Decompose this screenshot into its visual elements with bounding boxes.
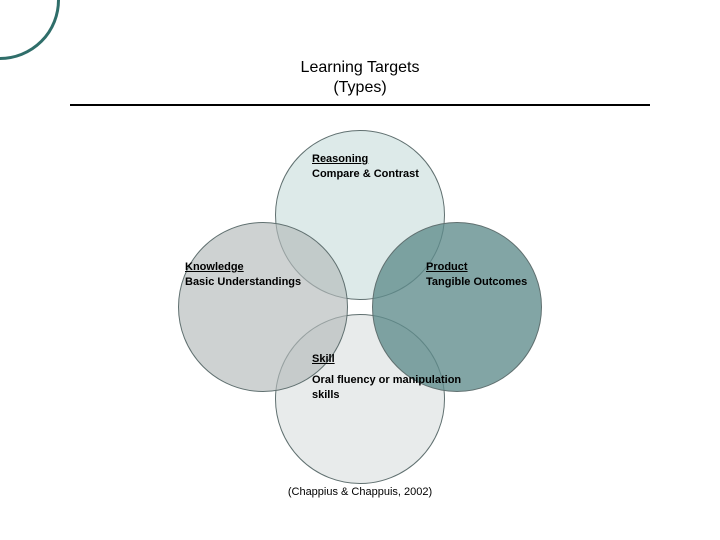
label-product: Product Tangible Outcomes (426, 260, 536, 290)
title-underline (70, 104, 650, 106)
label-product-body: Tangible Outcomes (426, 276, 527, 288)
label-product-head: Product (426, 260, 468, 275)
label-knowledge: Knowledge Basic Understandings (185, 260, 315, 290)
title-line-1: Learning Targets (0, 58, 720, 78)
label-reasoning-body: Compare & Contrast (312, 168, 419, 180)
label-knowledge-body: Basic Understandings (185, 276, 301, 288)
label-reasoning: Reasoning Compare & Contrast (312, 152, 422, 182)
title-line-2: (Types) (0, 78, 720, 98)
label-reasoning-head: Reasoning (312, 152, 368, 167)
corner-arc-decor (0, 0, 60, 60)
label-skill: Skill Oral fluency or manipulation skill… (312, 352, 462, 403)
label-skill-head: Skill (312, 352, 335, 367)
slide-title: Learning Targets (Types) (0, 58, 720, 98)
citation: (Chappius & Chappuis, 2002) (0, 486, 720, 498)
venn-diagram: Reasoning Compare & Contrast Knowledge B… (150, 130, 570, 470)
label-knowledge-head: Knowledge (185, 260, 244, 275)
label-skill-body: Oral fluency or manipulation skills (312, 374, 461, 401)
